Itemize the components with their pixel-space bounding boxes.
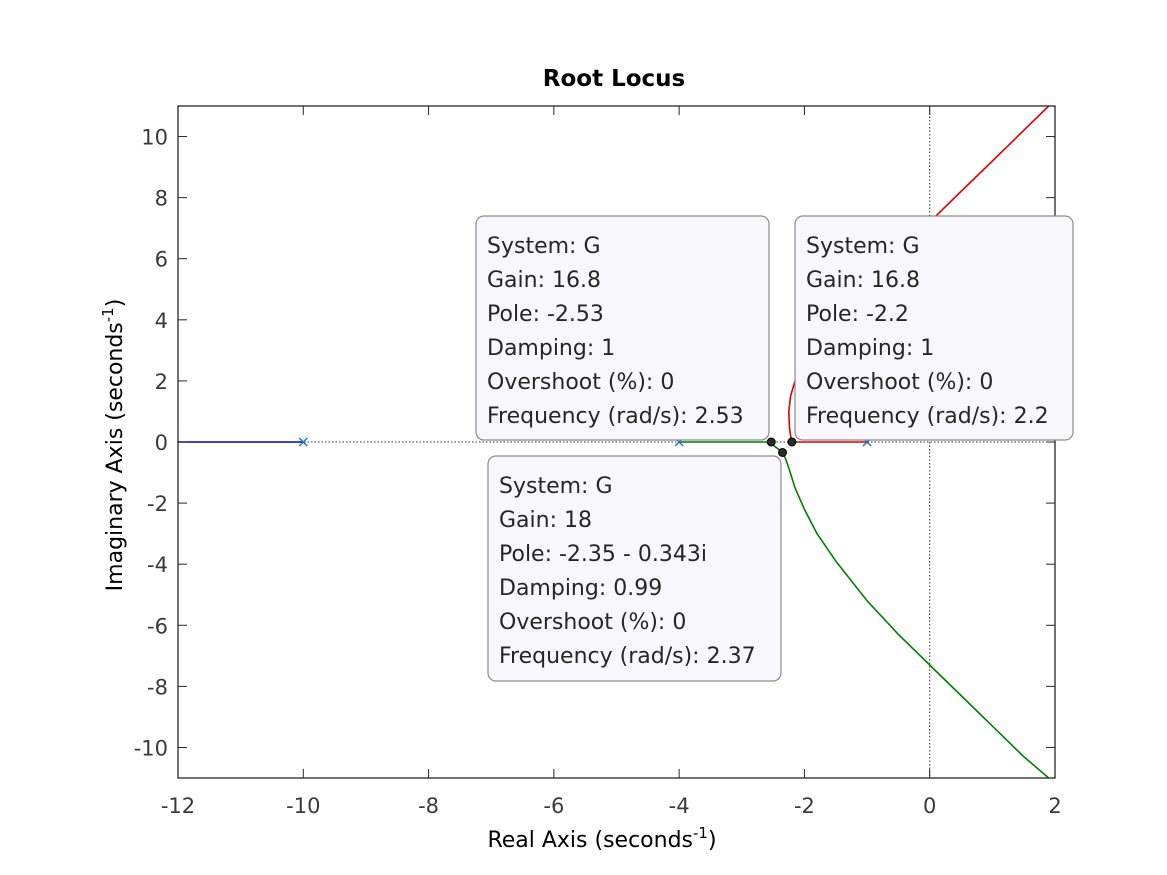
y-tick-label: 6: [155, 248, 168, 272]
marked-points: [766, 437, 797, 457]
datatip-line-system: System: G: [806, 234, 920, 259]
datatip-line-gain: Gain: 16.8: [487, 268, 601, 293]
y-tick-label: -2: [147, 492, 168, 516]
y-axis-label-text: Imaginary Axis (seconds: [103, 322, 128, 591]
datatip-line-pole: Pole: -2.35 - 0.343i: [499, 542, 707, 567]
y-tick-label: -8: [147, 675, 168, 699]
chart-title: Root Locus: [543, 66, 685, 92]
datatip-point-3: [778, 447, 788, 457]
datatip-box: [794, 215, 1074, 441]
datatip-line-frequency: Frequency (rad/s): 2.37: [499, 644, 756, 669]
datatip-pole-c[interactable]: System: G Gain: 18 Pole: -2.35 - 0.343i …: [487, 455, 782, 682]
datatip-box: [487, 455, 782, 682]
y-axis-label-close-paren: ): [103, 299, 128, 308]
x-axis-label-text: Real Axis (seconds: [487, 828, 693, 853]
datatip-line-overshoot: Overshoot (%): 0: [487, 370, 674, 395]
datatip-point-2: [787, 437, 797, 447]
y-tick-label: 4: [155, 309, 168, 333]
pole-marker-stroke: [298, 437, 308, 447]
y-tick-label: 10: [141, 126, 168, 150]
x-tick-labels: -12 -10 -8 -6 -4 -2 0 2: [161, 794, 1062, 818]
datatip-line-damping: Damping: 0.99: [499, 576, 662, 601]
datatip-line-pole: Pole: -2.2: [806, 302, 909, 327]
y-tick-label: -4: [147, 553, 168, 577]
datatip-line-gain: Gain: 18: [499, 508, 592, 533]
datatip-line-damping: Damping: 1: [806, 336, 934, 361]
y-tick-labels: -10 -8 -6 -4 -2 0 2 4 6 8 10: [134, 126, 168, 761]
y-axis-label-exponent: -1: [99, 307, 117, 322]
datatip-line-system: System: G: [499, 474, 613, 499]
x-axis-label-exponent: -1: [693, 824, 708, 842]
x-axis-label-close-paren: ): [708, 828, 717, 853]
datatip-line-damping: Damping: 1: [487, 336, 615, 361]
y-tick-label: -6: [147, 614, 168, 638]
x-tick-label: 0: [923, 794, 936, 818]
datatip-line-pole: Pole: -2.53: [487, 302, 604, 327]
datatip-line-frequency: Frequency (rad/s): 2.53: [487, 404, 744, 429]
pole-marker-1: [298, 437, 308, 447]
y-axis-label: Imaginary Axis (seconds-1): [99, 299, 128, 592]
datatip-line-overshoot: Overshoot (%): 0: [806, 370, 993, 395]
x-tick-label: -4: [669, 794, 690, 818]
x-axis-label: Real Axis (seconds-1): [487, 824, 716, 853]
datatip-line-system: System: G: [487, 234, 601, 259]
x-tick-label: -10: [286, 794, 320, 818]
datatip-line-gain: Gain: 16.8: [806, 268, 920, 293]
x-tick-label: -12: [161, 794, 195, 818]
y-tick-label: 0: [155, 431, 168, 455]
x-tick-label: 2: [1048, 794, 1061, 818]
datatip-pole-b[interactable]: System: G Gain: 16.8 Pole: -2.2 Damping:…: [794, 215, 1074, 441]
y-tick-label: 8: [155, 187, 168, 211]
y-tick-label: -10: [134, 736, 168, 760]
x-tick-label: -8: [418, 794, 439, 818]
datatip-point-1: [766, 437, 776, 447]
x-tick-label: -6: [543, 794, 564, 818]
datatip-line-frequency: Frequency (rad/s): 2.2: [806, 404, 1049, 429]
y-tick-label: 2: [155, 370, 168, 394]
datatip-box: [475, 215, 770, 441]
datatip-pole-a[interactable]: System: G Gain: 16.8 Pole: -2.53 Damping…: [475, 215, 770, 441]
datatip-line-overshoot: Overshoot (%): 0: [499, 610, 686, 635]
locus-branch-2: [679, 441, 1050, 779]
x-tick-label: -2: [794, 794, 815, 818]
